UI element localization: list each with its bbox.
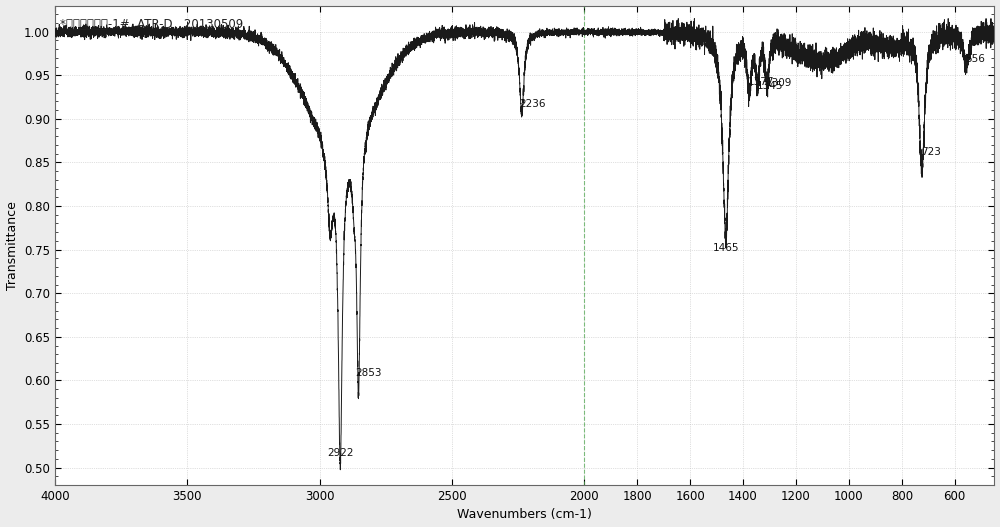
- Text: 2922: 2922: [327, 448, 354, 458]
- Text: 1345: 1345: [757, 81, 783, 91]
- Text: 2853: 2853: [355, 368, 382, 378]
- X-axis label: Wavenumbers (cm-1): Wavenumbers (cm-1): [457, 509, 592, 521]
- Text: *氢化丁腕橡胶-1#  ATR-D   20130509: *氢化丁腕橡胶-1# ATR-D 20130509: [60, 17, 243, 31]
- Y-axis label: Transmittance: Transmittance: [6, 201, 19, 290]
- Text: 2236: 2236: [520, 99, 546, 109]
- Text: 1465: 1465: [713, 242, 739, 252]
- Text: 1377: 1377: [748, 76, 775, 86]
- Text: 1309: 1309: [766, 79, 792, 89]
- Text: 723: 723: [921, 147, 940, 157]
- Text: 556: 556: [965, 54, 985, 64]
